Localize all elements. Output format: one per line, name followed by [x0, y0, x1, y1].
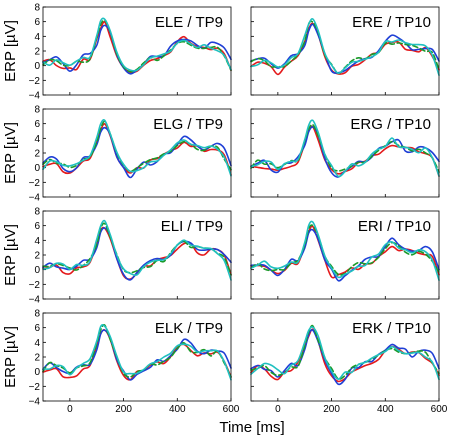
x-tick-label: 600 [431, 404, 448, 415]
y-tick-label: 4 [34, 32, 40, 43]
y-tick-label: −2 [29, 76, 41, 87]
series-line [42, 17, 232, 72]
y-tick-label: 0 [34, 265, 40, 276]
y-tick-label: 6 [34, 17, 40, 28]
y-axis-label: ERP [µV] [2, 224, 19, 286]
panel-title: ERE / TP10 [352, 14, 431, 31]
y-tick-label: −4 [29, 193, 41, 204]
axes-frame [42, 312, 232, 402]
panel: ERI / TP10 [250, 210, 440, 300]
y-tick-label: −4 [29, 295, 41, 306]
axes-frame [250, 6, 440, 96]
y-axis-label: ERP [µV] [2, 122, 19, 184]
y-tick-label: 4 [34, 338, 40, 349]
y-axis-label: ERP [µV] [2, 326, 19, 388]
y-tick-label: 4 [34, 134, 40, 145]
x-tick-label: 400 [377, 404, 394, 415]
y-tick-label: 0 [34, 61, 40, 72]
axes-frame [250, 312, 440, 402]
x-tick-label: 200 [323, 404, 340, 415]
y-tick-label: 6 [34, 221, 40, 232]
y-tick-label: 2 [34, 149, 40, 160]
series-line [250, 22, 440, 76]
series-line [250, 18, 440, 76]
x-axis-label: Time [ms] [219, 419, 284, 436]
axes-frame [250, 210, 440, 300]
series-line [42, 227, 232, 281]
x-tick-label: 0 [275, 404, 281, 415]
figure-labels: Time [ms] ERP [µV] ERP [µV] ERP [µV] ERP… [2, 20, 285, 436]
y-tick-label: 4 [34, 236, 40, 247]
panel-title: ELK / TP9 [155, 320, 223, 337]
series-line [250, 224, 440, 276]
panel-title: ELI / TP9 [161, 218, 223, 235]
y-tick-label: 6 [34, 323, 40, 334]
x-tick-label: 600 [223, 404, 240, 415]
y-tick-label: −4 [29, 91, 41, 102]
series-line [250, 326, 440, 381]
panel: −4 −2 0 2 4 6 8 ELI / TP9 [29, 207, 232, 306]
series-line [42, 119, 232, 177]
y-tick-label: −2 [29, 280, 41, 291]
y-tick-label: 8 [34, 207, 40, 218]
y-tick-label: −2 [29, 382, 41, 393]
y-tick-label: 8 [34, 105, 40, 116]
panel-title: ERG / TP10 [350, 116, 431, 133]
series-line [42, 120, 232, 173]
series-line [42, 219, 232, 281]
panel: 0 200 400 600 ERK / TP10 [250, 312, 448, 415]
y-tick-label: 2 [34, 353, 40, 364]
panel-title: ERI / TP10 [358, 218, 431, 235]
y-tick-label: 8 [34, 3, 40, 14]
x-tick-label: 400 [169, 404, 186, 415]
series-line [42, 329, 232, 381]
panel-title: ELE / TP9 [155, 14, 223, 31]
panel-grid: −4 −2 0 2 4 6 8 ELE / TP9 ERE / TP10 −4 −2 0 2 4 6 8 ELG… [29, 3, 448, 416]
y-tick-label: 0 [34, 367, 40, 378]
series-line [250, 329, 440, 386]
y-axis-label: ERP [µV] [2, 20, 19, 82]
x-tick-label: 200 [115, 404, 132, 415]
y-tick-label: 6 [34, 119, 40, 130]
y-tick-label: 2 [34, 251, 40, 262]
axes-frame [42, 6, 232, 96]
series-line [250, 220, 440, 281]
axes-frame [250, 108, 440, 198]
y-tick-label: −2 [29, 178, 41, 189]
panel: −4 −2 0 2 4 6 8 ELE / TP9 [29, 3, 232, 102]
axes-frame [42, 108, 232, 198]
y-tick-label: 8 [34, 309, 40, 320]
series-line [250, 23, 440, 74]
series-line [42, 126, 232, 179]
y-tick-label: 0 [34, 163, 40, 174]
panel-title: ERK / TP10 [352, 320, 431, 337]
y-tick-label: −4 [29, 397, 41, 408]
panel: −4 −2 0 2 4 6 8 ELG / TP9 [29, 105, 232, 204]
series-line [250, 119, 440, 178]
panel: ERE / TP10 [250, 6, 440, 96]
panel: −4 −2 0 2 4 6 8 0 200 400 600 ELK / TP9 [29, 309, 240, 416]
series-line [42, 324, 232, 381]
series-line [42, 24, 232, 75]
x-tick-label: 0 [67, 404, 73, 415]
panel-title: ELG / TP9 [153, 116, 223, 133]
panel: ERG / TP10 [250, 108, 440, 198]
axes-frame [42, 210, 232, 300]
y-tick-label: 2 [34, 47, 40, 58]
